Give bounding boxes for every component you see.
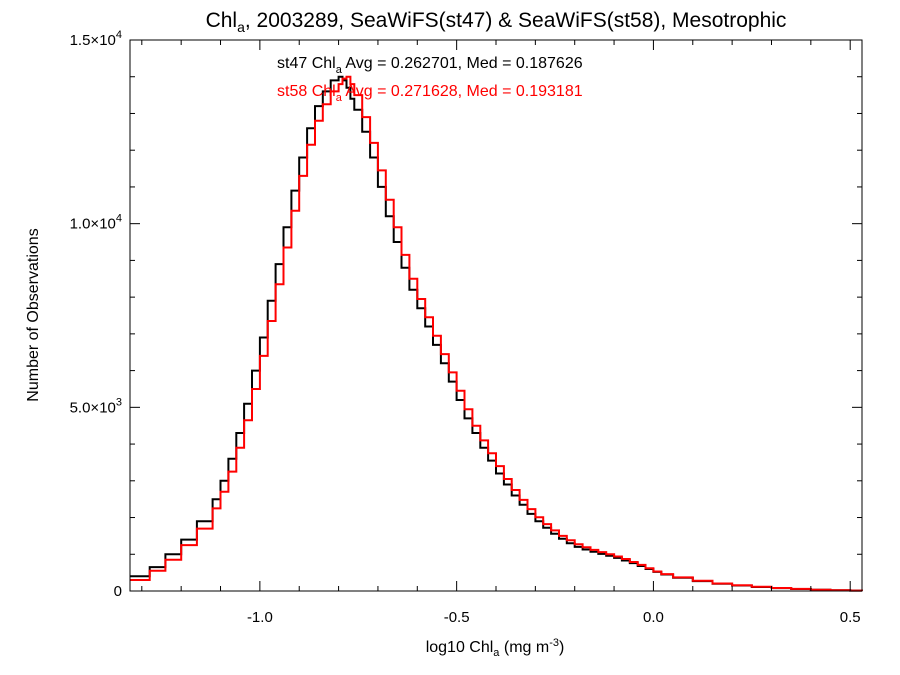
chart-title: Chla, 2003289, SeaWiFS(st47) & SeaWiFS(s…: [206, 9, 787, 35]
axes-layer: [129, 39, 863, 592]
x-tick-label: -0.5: [444, 609, 470, 626]
x-axis-label: log10 Chla (mg m-3): [426, 637, 565, 659]
y-tick-exponent: 4: [116, 29, 122, 41]
series-st47-line: [130, 75, 863, 592]
y-axis-label: Number of Observations: [25, 228, 42, 401]
y-tick-mantissa: 1.0×10: [70, 216, 116, 233]
y-tick-label: 1.0×104: [70, 213, 122, 233]
y-tick-label: 0: [114, 583, 122, 600]
x-tick-label: -1.0: [247, 609, 273, 626]
series-st58-line: [130, 75, 863, 592]
y-tick-label: 1.5×104: [70, 29, 122, 49]
series-layer: [130, 75, 863, 592]
legend-st47: st47 Chla Avg = 0.262701, Med = 0.187626: [277, 55, 583, 76]
y-tick-mantissa: 1.5×10: [70, 32, 116, 49]
y-tick-exponent: 4: [116, 213, 122, 225]
legend-st58: st58 Chla Avg = 0.271628, Med = 0.193181: [277, 83, 583, 104]
x-tick-label: 0.5: [840, 609, 861, 626]
x-tick-label: 0.0: [643, 609, 664, 626]
plot-frame: [129, 39, 863, 592]
y-tick-mantissa: 0: [114, 583, 122, 600]
y-tick-exponent: 3: [116, 396, 122, 408]
y-tick-mantissa: 5.0×10: [70, 399, 116, 416]
y-tick-label: 5.0×103: [70, 396, 122, 416]
